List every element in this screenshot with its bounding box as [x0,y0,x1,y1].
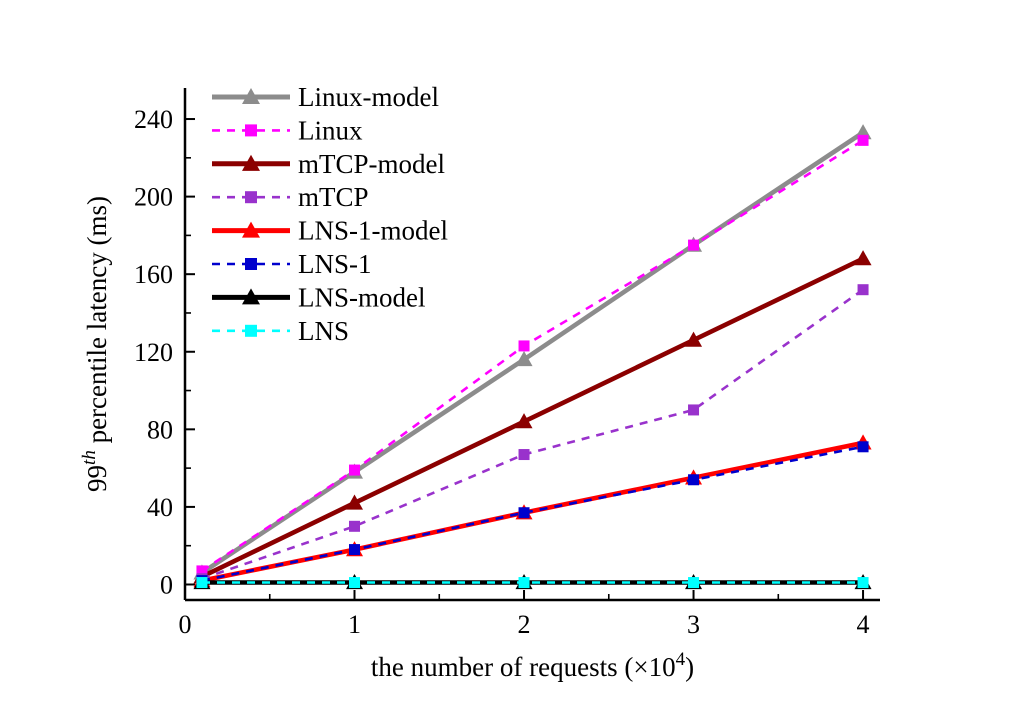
marker-square-LNS [518,577,530,589]
y-tick-label: 80 [147,415,173,444]
legend-label-Linux: Linux [298,115,363,145]
marker-triangle-Linux-model [515,351,533,367]
legend-label-mTCP: mTCP [298,182,369,212]
y-tick-label: 240 [134,105,173,134]
y-tick-label: 160 [134,260,173,289]
y-tick-label: 0 [160,570,173,599]
marker-square-Linux [196,565,208,577]
legend-item-mTCP-model: mTCP-model [212,149,445,179]
marker-triangle-Linux-model [242,88,260,105]
marker-square-LNS-1 [518,507,530,519]
marker-square-LNS-1 [688,474,700,486]
marker-triangle-mTCP-model [346,494,364,510]
marker-triangle-LNS-1-model [242,221,260,238]
legend-label-Linux-model: Linux-model [298,82,439,112]
marker-square-Linux [349,464,361,476]
x-tick-label: 1 [348,610,361,639]
y-axis-label: 99th percentile latency (ms) [79,196,112,492]
legend-item-LNS-1: LNS-1 [212,249,372,279]
legend-item-LNS-model: LNS-model [212,282,426,312]
y-tick-label: 40 [147,493,173,522]
y-tick-label: 120 [134,338,173,367]
x-axis-label: the number of requests (×104) [371,649,694,682]
legend-label-LNS: LNS [298,316,349,346]
marker-square-LNS [349,577,361,589]
marker-triangle-mTCP-model [685,331,703,347]
legend-item-Linux-model: Linux-model [212,82,439,112]
marker-square-Linux [518,340,530,352]
x-tick-label: 0 [179,610,192,639]
x-tick-label: 4 [857,610,870,639]
marker-square-Linux [857,134,869,146]
legend-label-LNS-model: LNS-model [298,282,426,312]
marker-square-mTCP [245,191,257,204]
marker-square-LNS [245,324,257,337]
legend-item-Linux: Linux [212,115,363,145]
marker-square-mTCP [857,284,869,296]
marker-square-LNS-1 [857,441,869,453]
marker-triangle-mTCP-model [515,413,533,429]
legend-label-LNS-1: LNS-1 [298,249,372,279]
legend-item-LNS: LNS [212,316,349,346]
marker-square-Linux [688,239,700,251]
x-tick-label: 2 [518,610,531,639]
marker-triangle-mTCP-model [854,250,872,266]
legend-item-mTCP: mTCP [212,182,369,212]
marker-triangle-mTCP-model [242,154,260,171]
marker-triangle-LNS-model [242,288,260,305]
marker-square-Linux [245,124,257,137]
marker-square-LNS [688,577,700,589]
marker-square-LNS-1 [349,544,361,556]
legend-label-mTCP-model: mTCP-model [298,149,445,179]
marker-square-LNS-1 [245,258,257,270]
marker-square-LNS [857,577,869,589]
series-line-LNS-1 [201,445,864,582]
marker-square-mTCP [518,449,530,461]
x-tick-label: 3 [687,610,700,639]
y-tick-label: 200 [134,183,173,212]
legend-label-LNS-1-model: LNS-1-model [298,216,448,246]
marker-square-LNS [196,577,208,589]
marker-square-mTCP [349,520,361,532]
marker-square-mTCP [688,404,700,416]
